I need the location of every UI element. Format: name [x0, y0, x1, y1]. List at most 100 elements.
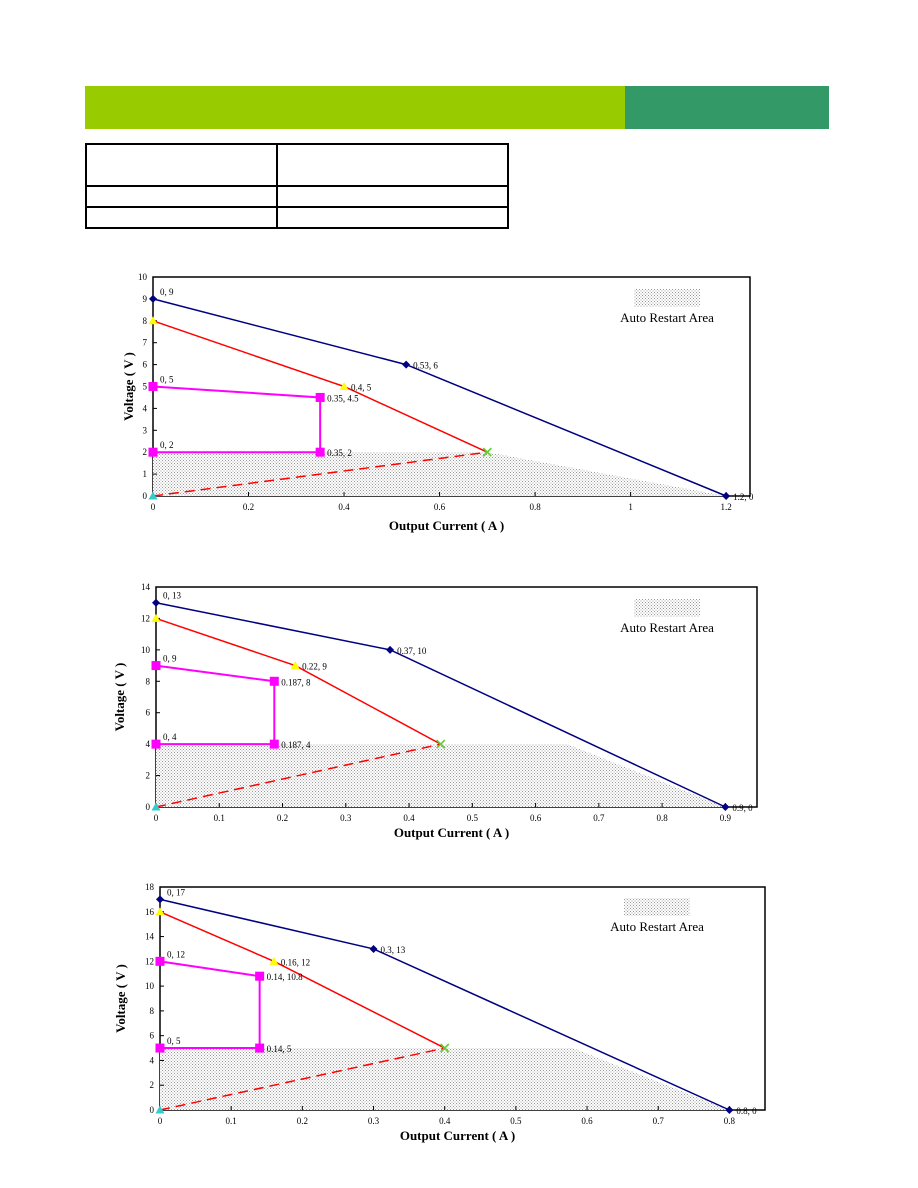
x-tick-label: 0.7: [593, 813, 605, 823]
y-axis-label: Voltage ( V ): [112, 663, 127, 732]
data-label: 0, 4: [163, 732, 177, 742]
x-tick-label: 0: [154, 813, 159, 823]
data-point: [269, 739, 279, 749]
x-tick-label: 0.6: [581, 1116, 593, 1126]
x-tick-label: 0.9: [720, 813, 732, 823]
legend-swatch: [634, 289, 700, 307]
legend-label: Auto Restart Area: [620, 620, 714, 635]
data-label: 0.37, 10: [397, 646, 427, 656]
table-row: [85, 143, 509, 187]
auto-restart-area: [153, 452, 727, 496]
data-label: 0, 13: [163, 591, 182, 601]
data-point: [155, 956, 165, 966]
table-cell: [276, 143, 509, 187]
x-tick-label: 0.8: [656, 813, 668, 823]
data-label: 0, 2: [160, 440, 174, 450]
data-point: [440, 1043, 450, 1053]
x-tick-label: 0.5: [510, 1116, 522, 1126]
x-tick-label: 0.6: [434, 502, 446, 512]
y-tick-label: 12: [145, 956, 154, 966]
y-tick-label: 8: [150, 1006, 155, 1016]
y-tick-label: 2: [143, 447, 148, 457]
x-axis-label: Output Current ( A ): [394, 825, 509, 840]
data-point: [369, 944, 378, 953]
y-tick-label: 4: [150, 1055, 155, 1065]
data-point: [315, 392, 325, 402]
x-tick-label: 1.2: [720, 502, 731, 512]
header-band-green: [85, 86, 625, 129]
x-tick-label: 0.2: [243, 502, 254, 512]
data-label: 0.35, 4.5: [327, 393, 359, 403]
y-tick-label: 0: [150, 1105, 155, 1115]
x-tick-label: 1: [628, 502, 633, 512]
x-tick-label: 0.6: [530, 813, 542, 823]
data-point: [436, 739, 446, 749]
data-point: [269, 676, 279, 686]
data-label: 0.9, 0: [732, 803, 753, 813]
y-tick-label: 3: [143, 425, 148, 435]
data-point: [151, 802, 161, 811]
y-tick-label: 6: [150, 1031, 155, 1041]
dashed-restart-line: [152, 451, 488, 497]
y-tick-label: 2: [150, 1080, 155, 1090]
data-point: [149, 294, 157, 303]
legend-label: Auto Restart Area: [620, 310, 714, 325]
series-line-3: [159, 960, 261, 1050]
y-tick-label: 10: [145, 981, 155, 991]
dashed-restart-line: [155, 743, 441, 808]
data-point: [151, 661, 161, 671]
x-tick-label: 0.1: [214, 813, 225, 823]
data-label: 0, 9: [160, 287, 174, 297]
data-point: [269, 956, 279, 965]
x-tick-label: 0: [158, 1116, 163, 1126]
y-tick-label: 9: [143, 294, 148, 304]
data-label: 0, 17: [167, 887, 186, 897]
chart-3: Auto Restart Area 0 0.1 0.2 0.3 0.4 0.5 0.6 0.7 0…: [113, 882, 766, 1143]
x-tick-label: 0.8: [724, 1116, 736, 1126]
x-axis-label: Output Current ( A ): [400, 1128, 515, 1143]
y-tick-label: 10: [138, 272, 148, 282]
x-tick-label: 0.5: [467, 813, 479, 823]
data-label: 0.14, 5: [267, 1044, 292, 1054]
data-point: [151, 739, 161, 749]
x-tick-label: 0.7: [653, 1116, 665, 1126]
data-point: [402, 360, 411, 369]
y-tick-label: 8: [146, 676, 151, 686]
y-tick-label: 1: [143, 469, 148, 479]
data-label: 0.187, 8: [281, 677, 311, 687]
data-point: [255, 1043, 265, 1053]
data-point: [155, 1105, 165, 1114]
data-point: [722, 492, 731, 500]
data-point: [315, 447, 325, 457]
data-label: 0, 9: [163, 654, 177, 664]
data-point: [290, 661, 300, 670]
data-point: [386, 645, 395, 654]
header-band-teal: [625, 86, 829, 129]
y-tick-label: 12: [141, 613, 150, 623]
x-tick-label: 0.4: [439, 1116, 451, 1126]
table-cell: [276, 206, 509, 229]
y-tick-label: 0: [143, 491, 148, 501]
y-tick-label: 5: [143, 382, 148, 392]
data-point: [482, 447, 492, 457]
y-tick-label: 6: [146, 708, 151, 718]
data-label: 0.22, 9: [302, 662, 327, 672]
data-point: [148, 382, 158, 391]
data-point: [721, 803, 730, 811]
data-point: [151, 613, 161, 622]
auto-restart-area: [156, 744, 726, 807]
x-tick-label: 0.3: [368, 1116, 380, 1126]
x-tick-label: 0.3: [340, 813, 352, 823]
x-tick-label: 0.2: [277, 813, 288, 823]
y-tick-label: 16: [145, 907, 155, 917]
x-tick-label: 0.4: [403, 813, 415, 823]
dashed-restart-line: [159, 1047, 445, 1111]
data-point: [339, 382, 349, 390]
data-point: [725, 1106, 734, 1114]
y-tick-label: 2: [146, 771, 151, 781]
data-point: [148, 447, 158, 457]
x-tick-label: 0.1: [226, 1116, 237, 1126]
spec-table: [85, 143, 509, 229]
data-label: 0.53, 6: [413, 361, 438, 371]
data-point: [155, 907, 165, 916]
